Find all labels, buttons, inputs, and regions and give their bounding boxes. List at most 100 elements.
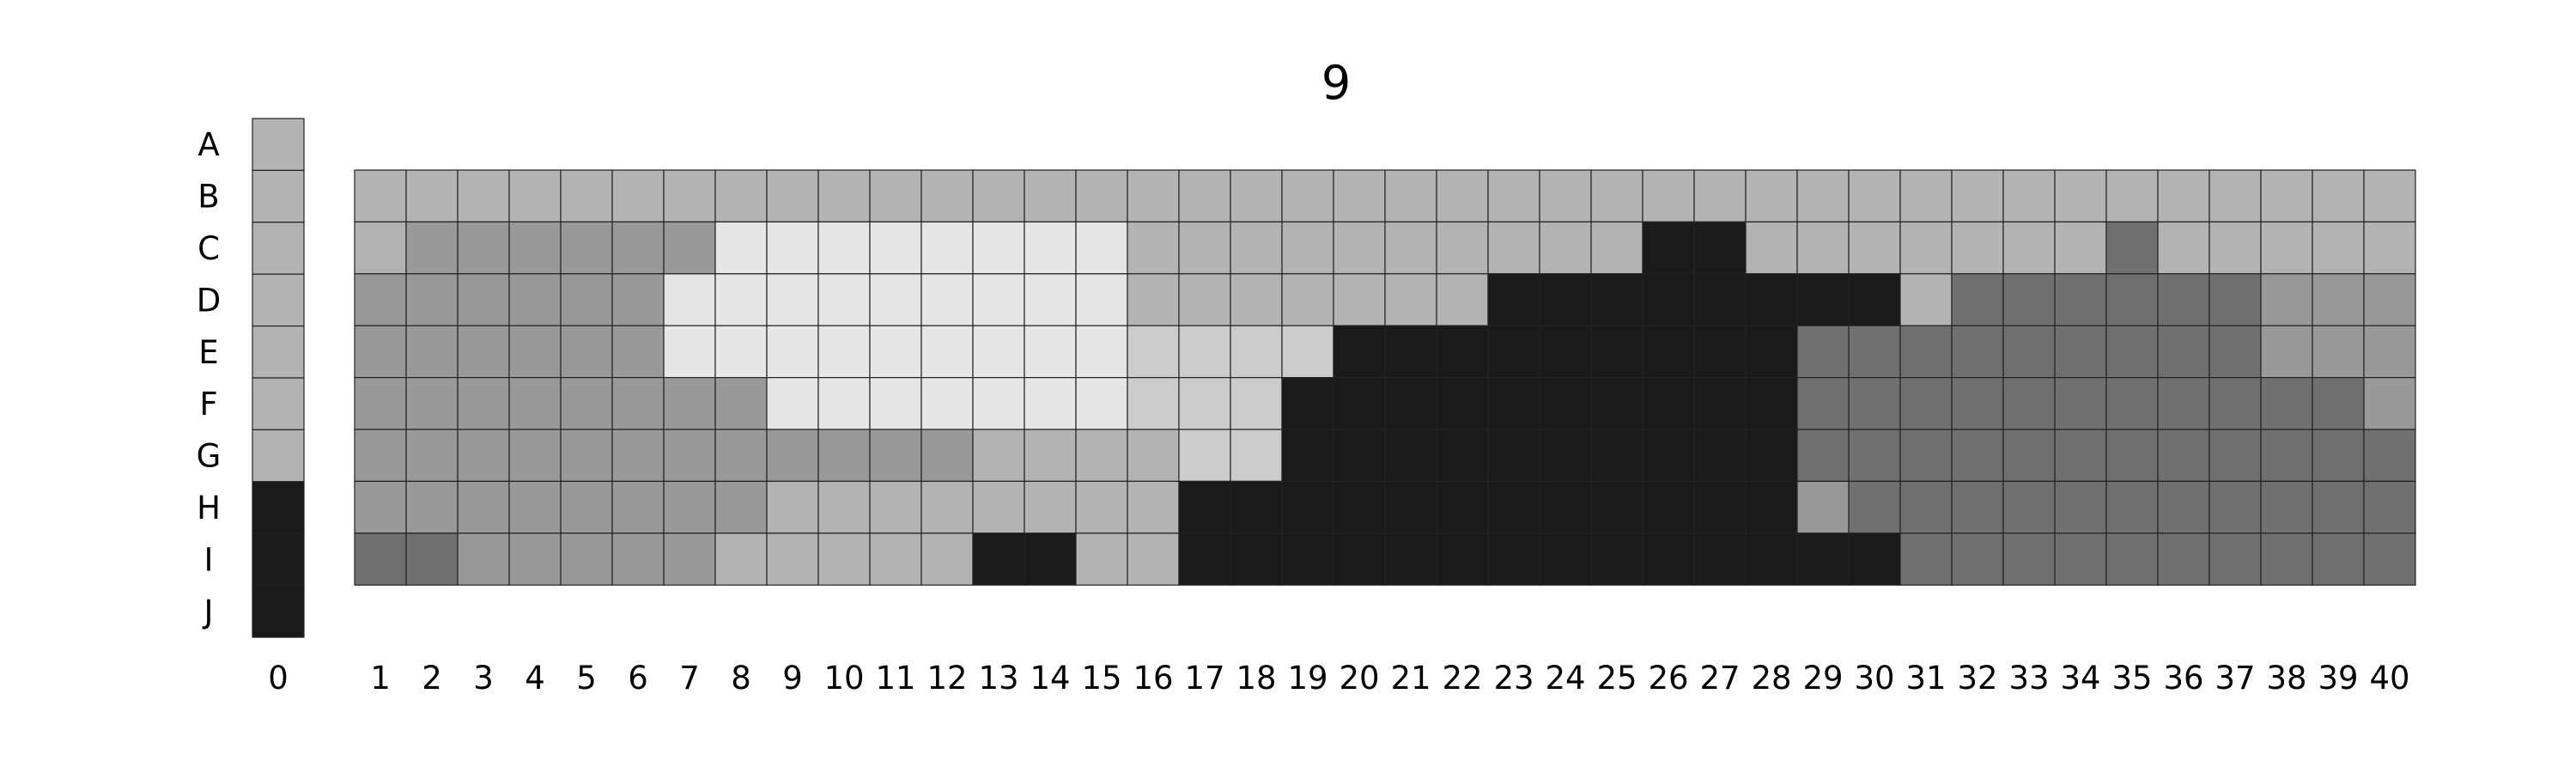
strip-cell-h	[252, 481, 305, 534]
cell-d-27	[1693, 273, 1747, 326]
column-label-10: 10	[823, 660, 864, 697]
strip-cell-g	[252, 429, 305, 483]
cell-e-4	[508, 325, 562, 379]
column-label-27: 27	[1699, 660, 1740, 697]
cell-g-34	[2054, 429, 2107, 483]
cell-d-20	[1333, 273, 1386, 326]
cell-f-37	[2208, 377, 2262, 430]
cell-c-13	[972, 221, 1025, 275]
cell-c-28	[1745, 221, 1798, 275]
cell-c-36	[2157, 221, 2210, 275]
cell-b-23	[1487, 169, 1540, 223]
cell-f-1	[354, 377, 407, 430]
cell-e-9	[766, 325, 819, 379]
cell-i-35	[2105, 533, 2159, 586]
column-label-34: 34	[2060, 660, 2100, 697]
cell-d-34	[2054, 273, 2107, 326]
cell-i-2	[405, 533, 459, 586]
column-label-33: 33	[2008, 660, 2049, 697]
cell-d-1	[354, 273, 407, 326]
cell-h-8	[714, 480, 768, 534]
cell-b-35	[2105, 169, 2159, 223]
cell-i-1	[354, 533, 407, 586]
cell-f-24	[1539, 377, 1592, 430]
cell-g-33	[2002, 429, 2056, 483]
cell-f-29	[1796, 377, 1850, 430]
cell-f-27	[1693, 377, 1747, 430]
strip-cell-a	[252, 118, 305, 172]
cell-g-13	[972, 429, 1025, 483]
cell-i-33	[2002, 533, 2056, 586]
cell-g-6	[611, 429, 665, 483]
cell-i-31	[1899, 533, 1953, 586]
column-label-23: 23	[1493, 660, 1534, 697]
cell-c-8	[714, 221, 768, 275]
cell-b-13	[972, 169, 1025, 223]
column-label-18: 18	[1236, 660, 1276, 697]
column-label-3: 3	[473, 660, 494, 697]
column-label-26: 26	[1648, 660, 1688, 697]
cell-d-7	[663, 273, 716, 326]
cell-g-14	[1024, 429, 1077, 483]
cell-c-37	[2208, 221, 2262, 275]
cell-c-7	[663, 221, 716, 275]
cell-d-22	[1436, 273, 1489, 326]
cell-i-18	[1230, 533, 1283, 586]
cell-i-40	[2363, 533, 2416, 586]
cell-i-23	[1487, 533, 1540, 586]
cell-g-8	[714, 429, 768, 483]
cell-b-31	[1899, 169, 1953, 223]
cell-g-2	[405, 429, 459, 483]
cell-e-32	[1951, 325, 2004, 379]
column-label-19: 19	[1287, 660, 1327, 697]
cell-g-7	[663, 429, 716, 483]
cell-g-31	[1899, 429, 1953, 483]
cell-i-3	[457, 533, 510, 586]
cell-b-16	[1127, 169, 1180, 223]
cell-e-6	[611, 325, 665, 379]
column-labels: 0 1 2 3 4 5 6 7 8 9 10 11 12 13 14 15 16 17 18 19 20 21 22 23 24…	[268, 660, 2409, 697]
cell-i-34	[2054, 533, 2107, 586]
cell-e-27	[1693, 325, 1747, 379]
chart-title: 9	[1321, 56, 1351, 110]
cell-h-21	[1384, 480, 1437, 534]
cell-h-37	[2208, 480, 2262, 534]
cell-g-1	[354, 429, 407, 483]
cell-b-9	[766, 169, 819, 223]
cell-b-28	[1745, 169, 1798, 223]
column-label-4: 4	[525, 660, 545, 697]
cell-c-27	[1693, 221, 1747, 275]
cell-b-29	[1796, 169, 1850, 223]
cell-i-21	[1384, 533, 1437, 586]
cell-g-28	[1745, 429, 1798, 483]
cell-b-39	[2312, 169, 2365, 223]
cell-i-36	[2157, 533, 2210, 586]
cell-c-31	[1899, 221, 1953, 275]
column-label-11: 11	[875, 660, 915, 697]
cell-d-26	[1642, 273, 1695, 326]
cell-d-33	[2002, 273, 2056, 326]
grid-cells	[354, 169, 2416, 586]
cell-c-39	[2312, 221, 2365, 275]
cell-g-36	[2157, 429, 2210, 483]
column-label-9: 9	[782, 660, 803, 697]
cell-i-32	[1951, 533, 2004, 586]
row-label-f: F	[199, 386, 217, 423]
cell-e-5	[560, 325, 613, 379]
cell-c-15	[1075, 221, 1128, 275]
cell-b-34	[2054, 169, 2107, 223]
cell-g-32	[1951, 429, 2004, 483]
cell-b-11	[869, 169, 922, 223]
cell-b-7	[663, 169, 716, 223]
cell-e-14	[1024, 325, 1077, 379]
cell-f-21	[1384, 377, 1437, 430]
cell-i-5	[560, 533, 613, 586]
cell-c-10	[817, 221, 871, 275]
cell-f-23	[1487, 377, 1540, 430]
cell-g-10	[817, 429, 871, 483]
cell-c-26	[1642, 221, 1695, 275]
cell-h-2	[405, 480, 459, 534]
cell-c-38	[2260, 221, 2313, 275]
cell-e-7	[663, 325, 716, 379]
column-label-25: 25	[1596, 660, 1637, 697]
